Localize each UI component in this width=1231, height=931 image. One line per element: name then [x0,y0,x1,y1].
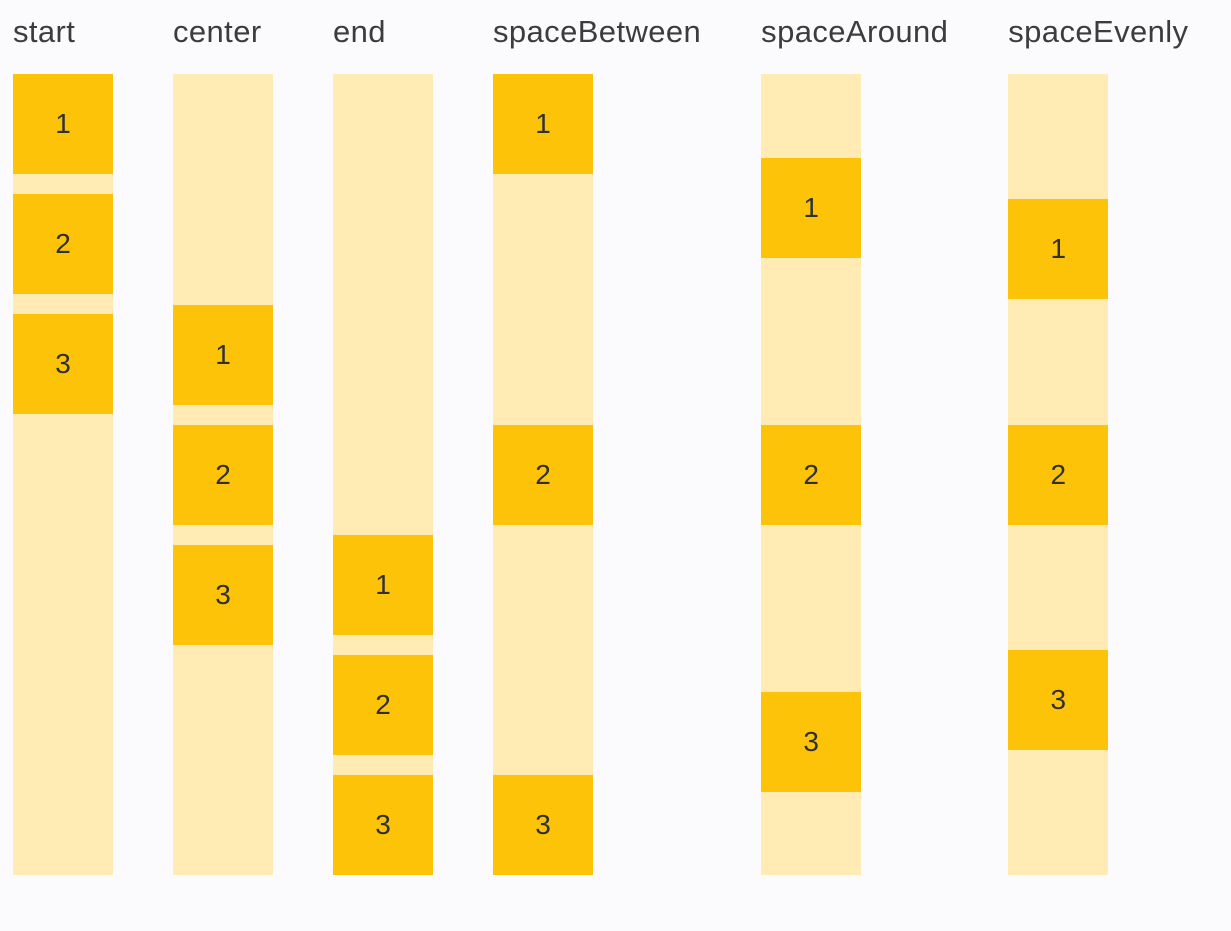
flex-item-1: 1 [173,304,273,405]
flex-item-3: 3 [13,314,113,414]
flex-item-2: 2 [493,424,593,525]
flex-item-2: 2 [173,424,273,525]
flex-item-1: 1 [493,74,593,174]
flex-item-2: 2 [13,194,113,294]
column-group-spacebetween: spaceBetween 1 2 3 [493,10,701,875]
flex-item-3: 3 [1008,649,1109,750]
flex-item-1: 1 [333,535,433,635]
justify-content-demo: start 1 2 3 center 1 2 3 end 1 2 3 space… [13,10,1188,875]
flex-track-spacearound: 1 2 3 [761,74,862,875]
column-label-spacebetween: spaceBetween [493,14,702,49]
flex-item-3: 3 [333,775,433,875]
column-label-center: center [173,14,262,49]
column-label-spaceevenly: spaceEvenly [1008,14,1189,49]
column-group-center: center 1 2 3 [173,10,273,875]
column-group-end: end 1 2 3 [333,10,433,875]
flex-item-3: 3 [761,691,862,792]
flex-track-center: 1 2 3 [173,74,273,875]
flex-track-start: 1 2 3 [13,74,113,875]
flex-track-spacebetween: 1 2 3 [493,74,593,875]
column-group-start: start 1 2 3 [13,10,113,875]
column-label-spacearound: spaceAround [761,14,949,49]
flex-item-3: 3 [173,544,273,645]
flex-track-spaceevenly: 1 2 3 [1008,74,1109,875]
flex-track-end: 1 2 3 [333,74,433,875]
column-label-end: end [333,14,386,49]
flex-item-2: 2 [1008,424,1109,525]
column-group-spacearound: spaceAround 1 2 3 [761,10,948,875]
flex-item-1: 1 [13,74,113,174]
flex-item-1: 1 [761,157,862,258]
flex-item-1: 1 [1008,199,1109,300]
column-label-start: start [13,14,76,49]
column-group-spaceevenly: spaceEvenly 1 2 3 [1008,10,1188,875]
flex-item-3: 3 [493,775,593,875]
flex-item-2: 2 [761,424,862,525]
flex-item-2: 2 [333,655,433,755]
